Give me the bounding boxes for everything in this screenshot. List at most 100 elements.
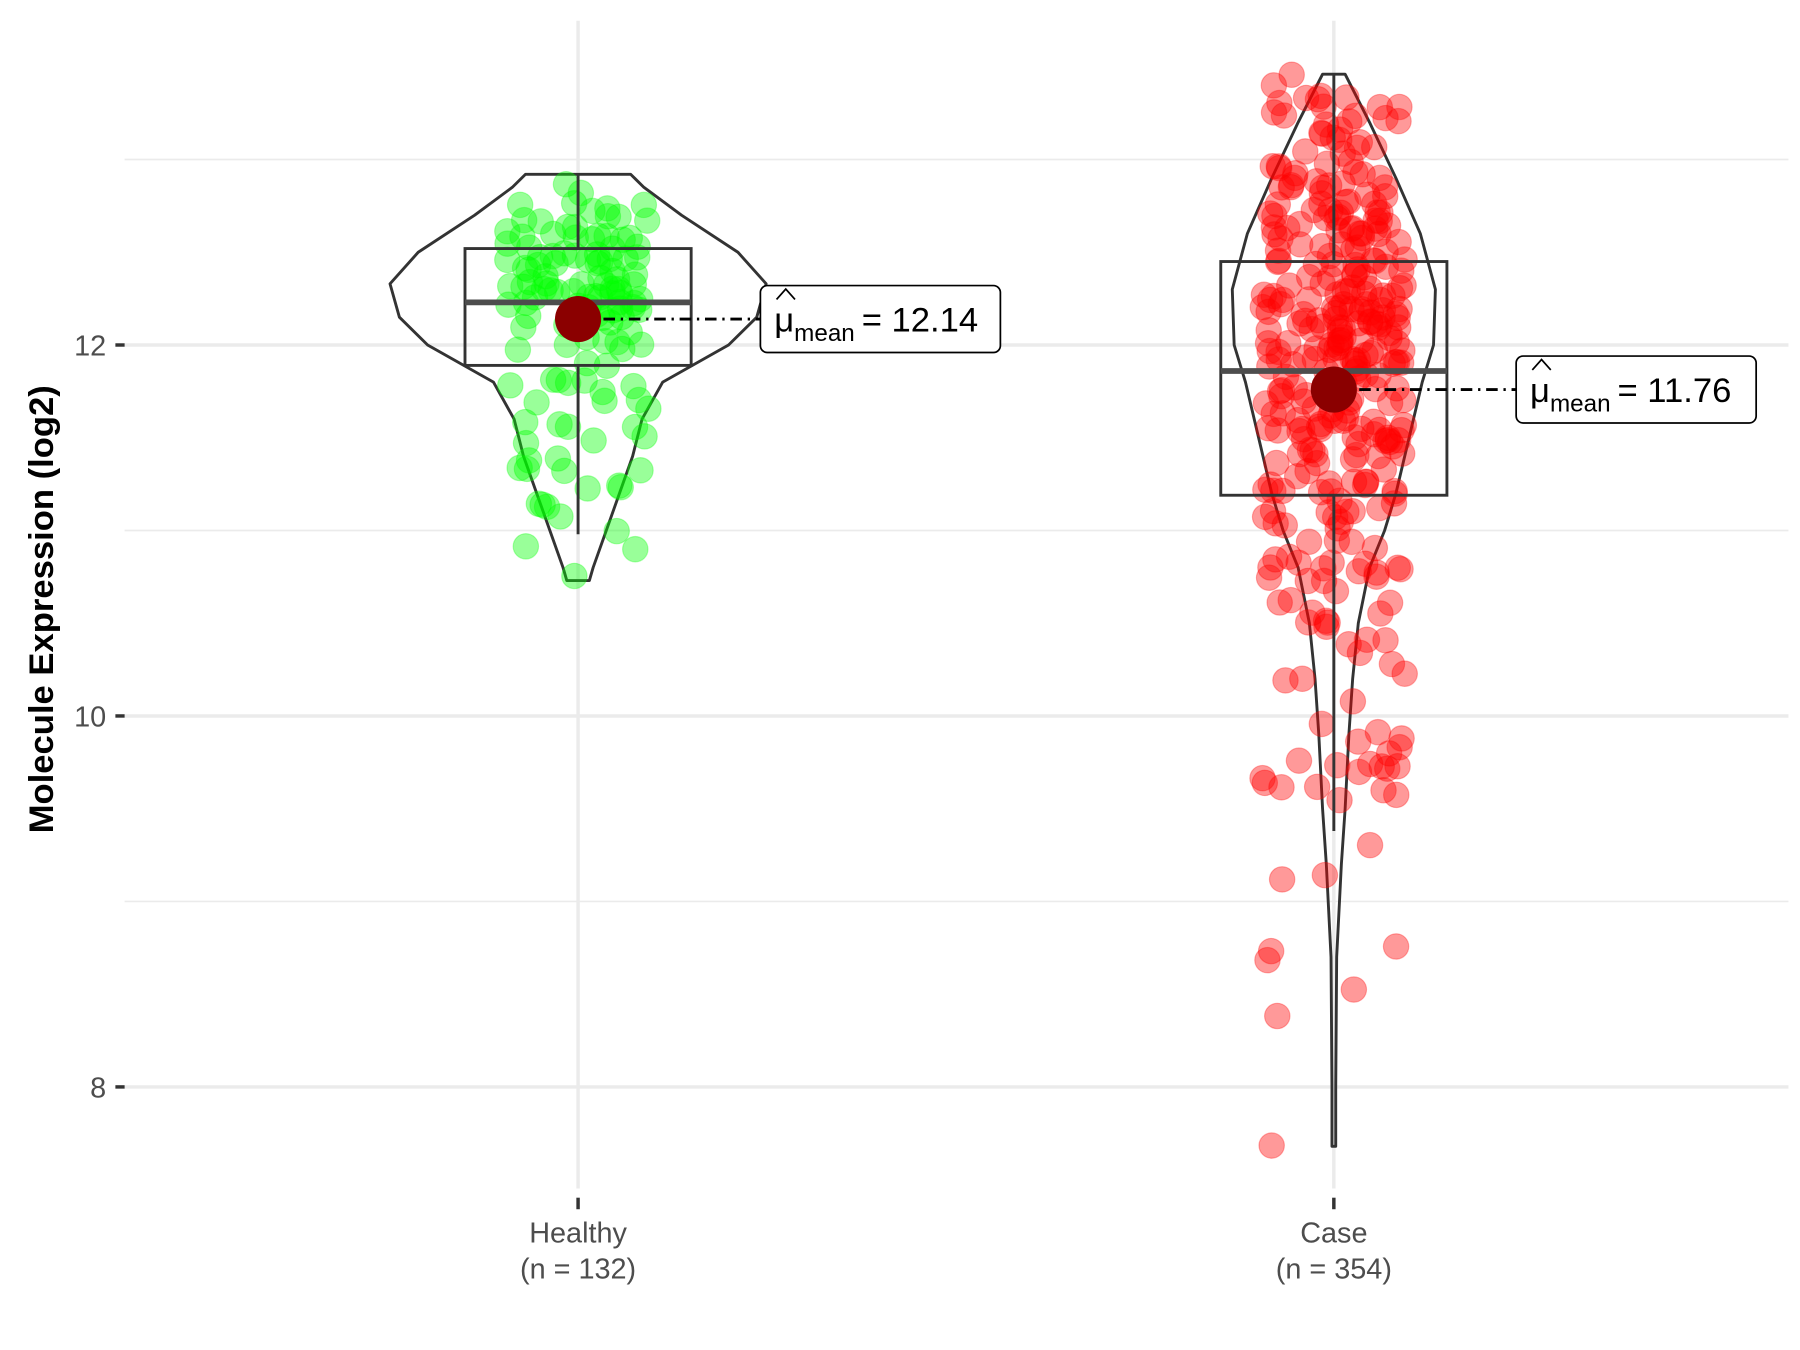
data-point (1370, 456, 1398, 483)
data-point (1260, 214, 1288, 241)
data-point (1324, 203, 1352, 231)
data-point (1296, 436, 1324, 464)
data-point (1313, 150, 1341, 178)
data-point (561, 562, 588, 590)
data-point (1344, 256, 1371, 283)
data-point (1274, 214, 1301, 242)
data-point (494, 218, 521, 245)
data-point (544, 445, 572, 472)
data-point (1384, 752, 1411, 780)
data-point (1338, 528, 1365, 556)
data-point (1259, 152, 1287, 180)
data-point (527, 208, 554, 235)
data-point (1251, 503, 1279, 531)
data-point (589, 378, 616, 406)
data-point (1255, 298, 1282, 326)
data-point (1380, 490, 1408, 517)
data-point (1356, 750, 1384, 778)
data-point (1326, 786, 1353, 814)
data-point (1363, 559, 1390, 586)
data-point (1348, 220, 1376, 247)
box-iqr (463, 247, 693, 367)
data-point (1384, 314, 1412, 341)
data-point (627, 457, 654, 484)
data-point (1263, 449, 1290, 477)
data-point (506, 454, 533, 482)
data-point (1266, 589, 1293, 616)
data-point (625, 386, 653, 414)
data-point (1335, 630, 1362, 658)
data-point (1389, 386, 1417, 414)
data-point (1326, 313, 1354, 341)
data-point (1264, 237, 1292, 264)
data-point (542, 250, 569, 277)
data-point (1307, 478, 1335, 506)
data-point (1387, 555, 1414, 583)
data-point (1352, 341, 1379, 369)
data-point (533, 493, 561, 521)
data-point (1374, 424, 1402, 452)
data-point (1347, 327, 1375, 354)
data-point (1260, 72, 1288, 99)
data-point (584, 250, 611, 277)
data-point (1286, 310, 1313, 337)
data-point (1376, 428, 1404, 456)
violin-case (1230, 72, 1437, 1148)
data-point (1317, 478, 1345, 505)
axes: 8 10 12 Healthy(n = 132) Case(n = 354) (74, 330, 1392, 1285)
data-point (1372, 104, 1399, 132)
data-point (1285, 549, 1312, 577)
data-point (496, 272, 524, 300)
x-tick-count-label: (n = 354) (1276, 1253, 1392, 1285)
data-point (1294, 609, 1322, 636)
data-point (1295, 263, 1323, 291)
data-point (1284, 406, 1312, 434)
data-point (1390, 272, 1417, 299)
data-point (1337, 148, 1364, 176)
data-point (1315, 172, 1343, 199)
data-point (1381, 477, 1408, 505)
data-point (1369, 304, 1396, 331)
data-point (1268, 376, 1296, 404)
data-point (1348, 224, 1376, 252)
data-point (1382, 781, 1410, 809)
data-point (1254, 330, 1282, 357)
data-point (1356, 308, 1384, 335)
data-point (1386, 295, 1413, 323)
data-point (1309, 270, 1336, 297)
data-point (1295, 286, 1323, 313)
data-point (1344, 728, 1372, 755)
data-point (554, 413, 582, 441)
data-point (1328, 231, 1355, 258)
data-point (1371, 174, 1399, 201)
data-point (1325, 217, 1352, 244)
data-point (1365, 220, 1392, 248)
data-point (627, 331, 655, 358)
data-point (1302, 250, 1330, 278)
data-point (1295, 528, 1323, 556)
data-point (1361, 215, 1389, 242)
data-point (571, 367, 598, 394)
violin-healthy (388, 172, 768, 583)
data-point (1388, 725, 1415, 752)
data-point (573, 349, 601, 377)
data-point (1336, 108, 1363, 135)
data-point (1261, 221, 1288, 248)
hat-icon (775, 287, 796, 300)
data-point (1371, 182, 1399, 210)
data-point (1321, 299, 1349, 327)
data-point (599, 257, 626, 285)
data-point (1271, 512, 1299, 539)
data-point (1350, 280, 1378, 308)
data-point (1269, 400, 1297, 427)
data-point (1292, 84, 1320, 112)
data-point (1264, 1002, 1291, 1030)
data-point (1260, 282, 1288, 310)
data-point (533, 270, 560, 297)
data-point (554, 369, 582, 397)
data-point (510, 314, 537, 341)
data-point (1361, 336, 1389, 364)
data-point (1383, 375, 1410, 402)
data-point (1257, 471, 1284, 498)
data-point (1341, 424, 1368, 451)
